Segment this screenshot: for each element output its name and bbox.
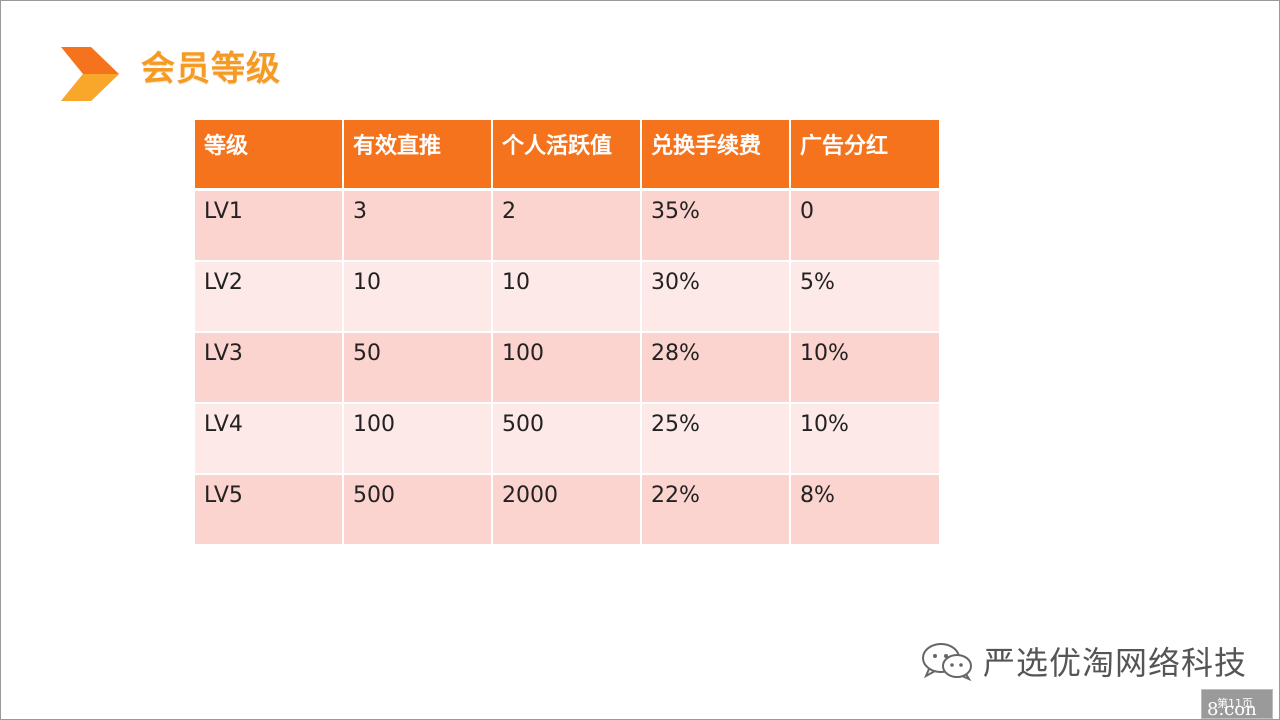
table-row: LV1 3 2 35% 0 bbox=[193, 188, 941, 262]
table-row: LV3 50 100 28% 10% bbox=[193, 331, 941, 404]
table-cell: LV4 bbox=[193, 402, 344, 475]
table-row: LV2 10 10 30% 5% bbox=[193, 260, 941, 333]
table-cell: 30% bbox=[640, 260, 791, 333]
page-number-label: 第11页 bbox=[1217, 697, 1253, 710]
chevron-logo-icon bbox=[61, 47, 119, 101]
table-header-row: 等级 有效直推 个人活跃值 兑换手续费 广告分红 bbox=[193, 118, 941, 191]
header-activity-value: 个人活跃值 bbox=[491, 118, 642, 191]
table-cell: 28% bbox=[640, 331, 791, 404]
page-badge bbox=[1201, 689, 1273, 719]
page-title: 会员等级 bbox=[141, 49, 281, 89]
wechat-icon bbox=[922, 643, 972, 681]
table-row: LV4 100 500 25% 10% bbox=[193, 402, 941, 475]
table-cell: 2000 bbox=[491, 473, 642, 546]
table-cell: 8% bbox=[789, 473, 941, 546]
watermark: 严选优淘网络科技 bbox=[919, 641, 1248, 682]
header-ad-dividend: 广告分红 bbox=[789, 118, 941, 191]
table-cell: 50 bbox=[342, 331, 493, 404]
table-cell: 25% bbox=[640, 402, 791, 475]
watermark-text: 严选优淘网络科技 bbox=[983, 644, 1248, 682]
table-cell: 2 bbox=[491, 188, 642, 262]
table-cell: 35% bbox=[640, 188, 791, 262]
table-cell: 10 bbox=[342, 260, 493, 333]
corner-watermark-text: 8.con bbox=[1207, 699, 1257, 720]
table-cell: 500 bbox=[342, 473, 493, 546]
table-cell: LV3 bbox=[193, 331, 344, 404]
member-level-table: 等级 有效直推 个人活跃值 兑换手续费 广告分红 LV1 3 2 35% 0 L… bbox=[193, 118, 941, 546]
table-cell: LV1 bbox=[193, 188, 344, 262]
table-cell: LV5 bbox=[193, 473, 344, 546]
table-cell: LV2 bbox=[193, 260, 344, 333]
header-direct-referrals: 有效直推 bbox=[342, 118, 493, 191]
table-cell: 500 bbox=[491, 402, 642, 475]
table-cell: 10% bbox=[789, 331, 941, 404]
table-cell: 100 bbox=[342, 402, 493, 475]
table-cell: 0 bbox=[789, 188, 941, 262]
header-exchange-fee: 兑换手续费 bbox=[640, 118, 791, 191]
table-cell: 3 bbox=[342, 188, 493, 262]
table-cell: 5% bbox=[789, 260, 941, 333]
table-cell: 22% bbox=[640, 473, 791, 546]
table-cell: 10 bbox=[491, 260, 642, 333]
header-level: 等级 bbox=[193, 118, 344, 191]
table-cell: 10% bbox=[789, 402, 941, 475]
table-row: LV5 500 2000 22% 8% bbox=[193, 473, 941, 546]
table-cell: 100 bbox=[491, 331, 642, 404]
